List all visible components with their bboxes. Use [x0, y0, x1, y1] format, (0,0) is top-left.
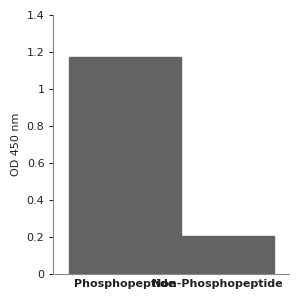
- Bar: [69, 57, 182, 274]
- Bar: [161, 236, 274, 274]
- Y-axis label: OD 450 nm: OD 450 nm: [11, 113, 21, 176]
